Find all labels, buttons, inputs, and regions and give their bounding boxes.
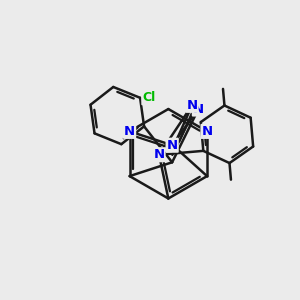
Text: Cl: Cl bbox=[142, 91, 155, 104]
Text: N: N bbox=[193, 103, 204, 116]
Text: N: N bbox=[154, 148, 165, 161]
Text: N: N bbox=[124, 125, 135, 138]
Text: N: N bbox=[187, 99, 198, 112]
Text: N: N bbox=[167, 139, 178, 152]
Text: N: N bbox=[202, 125, 213, 138]
